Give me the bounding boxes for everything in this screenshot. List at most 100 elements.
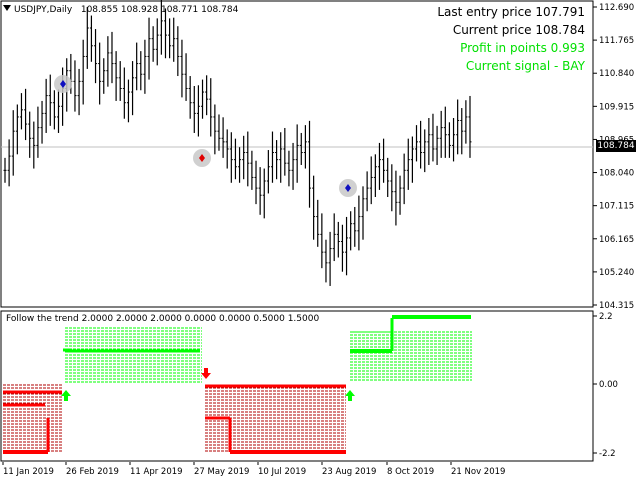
indicator-tick-label: 2.2	[599, 312, 613, 322]
price-bar	[287, 150, 291, 187]
price-bar	[427, 118, 431, 165]
price-tick-label: 107.115	[599, 202, 634, 212]
indicator-params: 2.0000 2.0000 2.0000 0.0000 0.0000 0.500…	[81, 314, 320, 324]
price-bar	[336, 221, 340, 258]
price-bar	[320, 213, 324, 269]
price-bar	[217, 114, 221, 151]
price-tick-label: 104.315	[599, 301, 634, 308]
price-bar	[176, 26, 180, 77]
price-bar	[89, 15, 93, 62]
price-bar	[308, 120, 312, 208]
price-bar	[201, 79, 205, 119]
last-entry-price: Last entry price 107.791	[437, 5, 585, 19]
price-tick-label: 112.690	[599, 3, 634, 13]
price-bar	[40, 100, 44, 144]
price-tick-label: 111.765	[599, 36, 634, 46]
price-bar	[213, 104, 217, 155]
price-bar	[324, 239, 328, 283]
price-bar	[365, 171, 369, 212]
bullish-histogram	[65, 327, 202, 383]
time-tick-label: 11 Jan 2019	[3, 467, 54, 477]
price-bar	[328, 231, 332, 286]
time-tick-label: 10 Jul 2019	[258, 467, 306, 477]
buy-arrow-icon	[345, 390, 355, 401]
price-tick-label: 105.240	[599, 268, 634, 278]
time-tick-label: 26 Feb 2019	[66, 467, 119, 477]
symbol-timeframe: USDJPY,Daily	[14, 5, 73, 15]
price-bar	[3, 157, 7, 183]
price-bar	[126, 79, 130, 123]
price-bar	[382, 138, 386, 183]
indicator-tick-label: -2.2	[599, 449, 616, 459]
price-bar	[460, 108, 464, 155]
time-tick-label: 21 Nov 2019	[451, 467, 505, 477]
price-bar	[44, 78, 48, 133]
price-bar	[24, 88, 28, 141]
price-bar	[447, 122, 451, 158]
price-bar	[353, 206, 357, 247]
price-bar	[345, 216, 349, 276]
indicator-pane[interactable]: 2.2 0.00 -2.2	[0, 310, 640, 462]
price-bar	[229, 132, 233, 183]
price-bar	[172, 17, 176, 62]
time-tick-label: 8 Oct 2019	[387, 467, 434, 477]
price-tick-label: 108.040	[599, 169, 634, 179]
sell-arrow-icon	[201, 368, 211, 379]
price-bar	[415, 125, 419, 162]
price-bar	[139, 51, 143, 91]
price-tick-label: 106.165	[599, 235, 634, 245]
price-chart-pane[interactable]: 112.690111.765110.840109.915108.965108.0…	[0, 0, 640, 311]
ohlc-values: 108.855 108.928 108.771 108.784	[80, 5, 239, 15]
current-price-tag: 108.784	[596, 140, 636, 152]
price-bar	[19, 93, 23, 130]
price-bar	[184, 53, 188, 101]
price-bar	[349, 211, 353, 251]
price-bar	[98, 42, 102, 105]
price-bar	[131, 61, 135, 116]
price-bar	[468, 95, 472, 158]
price-bar	[275, 140, 279, 180]
price-bar	[242, 135, 246, 180]
price-chart[interactable]: 112.690111.765110.840109.915108.965108.0…	[0, 0, 640, 311]
price-bar	[390, 164, 394, 212]
price-bar	[147, 17, 151, 80]
price-bar	[283, 127, 287, 176]
chart-menu-icon[interactable]	[3, 5, 11, 11]
price-bar	[102, 58, 106, 94]
price-bar	[52, 90, 56, 130]
price-tick-label: 109.915	[599, 102, 634, 112]
price-bar	[114, 51, 118, 101]
price-bar	[209, 78, 213, 137]
price-bar	[270, 131, 274, 183]
signal-marker	[193, 149, 211, 167]
price-bar	[56, 89, 60, 133]
price-bar	[122, 67, 126, 119]
price-bar	[373, 154, 377, 198]
price-bar	[188, 76, 192, 119]
price-bar	[406, 138, 410, 190]
price-bar	[11, 110, 15, 176]
price-bar	[377, 142, 381, 190]
current-price-label: Current price 108.784	[452, 23, 585, 37]
price-tick-label: 110.840	[599, 69, 634, 79]
indicator-chart[interactable]: 2.2 0.00 -2.2	[0, 310, 640, 462]
price-bar	[7, 139, 11, 187]
price-bar	[279, 132, 283, 183]
current-signal: Current signal - BAY	[465, 59, 585, 73]
price-bar	[77, 68, 81, 116]
price-bar	[262, 168, 266, 219]
indicator-header: Follow the trend 2.0000 2.0000 2.0000 0.…	[6, 314, 319, 324]
price-bar	[464, 100, 468, 144]
indicator-tick-label: 0.00	[599, 380, 618, 390]
price-bar	[151, 26, 155, 62]
price-bar	[110, 31, 114, 84]
price-bar	[357, 195, 361, 251]
price-bar	[419, 120, 423, 169]
price-bar	[192, 85, 196, 133]
price-bar	[316, 199, 320, 247]
price-bar	[452, 118, 456, 162]
price-bar	[369, 156, 373, 205]
price-bar	[32, 121, 36, 169]
price-bar	[431, 113, 435, 162]
price-bar	[163, 8, 167, 59]
